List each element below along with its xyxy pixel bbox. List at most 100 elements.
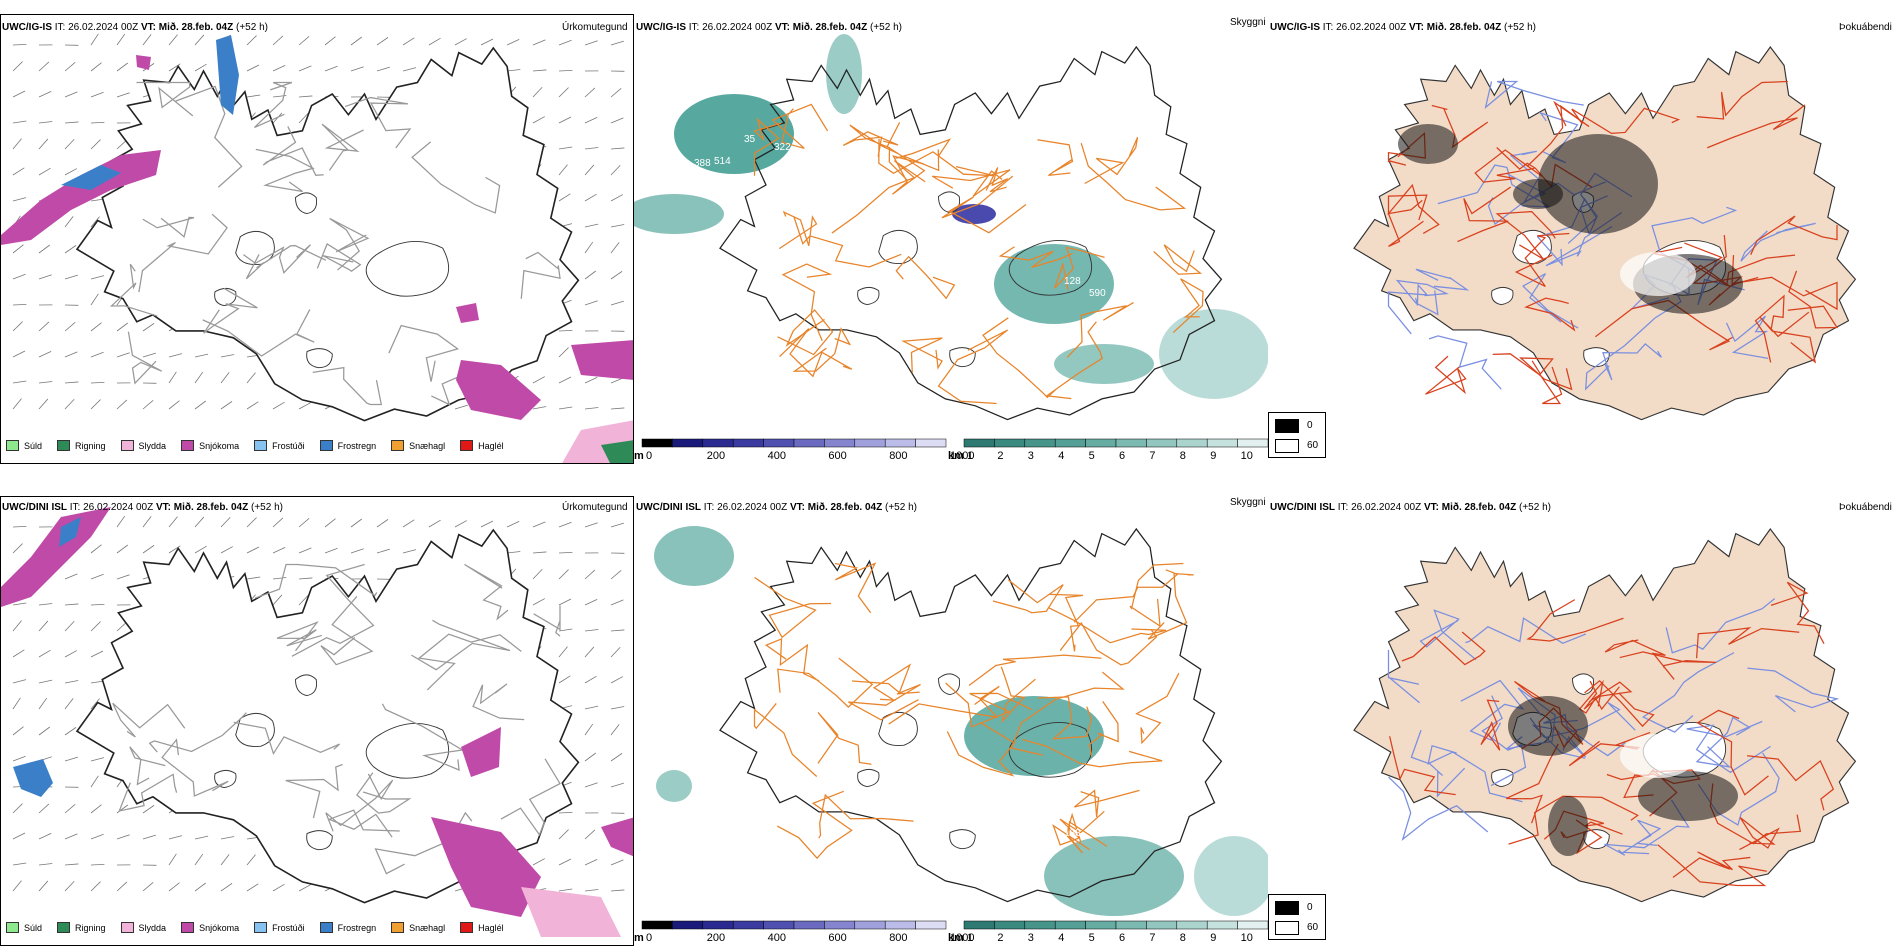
- wind-barb: [220, 354, 235, 358]
- road-line: [255, 563, 378, 599]
- m-tick-label: 800: [889, 450, 907, 461]
- panel-header: UWC/DINI ISL IT: 26.02.2024 00Z VT: Mið.…: [1270, 502, 1551, 513]
- road-line: [1080, 142, 1187, 211]
- wind-barb: [220, 401, 233, 410]
- m-tick-label: 200: [707, 450, 725, 461]
- wind-barb: [558, 164, 568, 176]
- road-line: [1460, 679, 1525, 741]
- m-scale-swatch: [854, 438, 886, 448]
- wind-barb: [90, 603, 105, 606]
- wind-barb: [38, 121, 53, 124]
- road-line: [1388, 776, 1489, 842]
- m-scale-swatch: [702, 438, 734, 448]
- wind-barb: [584, 147, 599, 150]
- wind-barb: [12, 90, 26, 98]
- km-tick-label: 9: [1210, 932, 1216, 943]
- legend-swatch: [57, 922, 71, 933]
- legend-swatch: [254, 922, 268, 933]
- visibility-value-label: 590: [1089, 288, 1106, 299]
- road-line: [1088, 701, 1119, 757]
- glacier-outline: [295, 674, 318, 697]
- glacier-area: [1620, 734, 1696, 778]
- wind-barb: [12, 380, 27, 384]
- fog-index-panel-ig-is: [1268, 14, 1900, 464]
- road-line: [533, 605, 561, 637]
- panel-header: UWC/IG-IS IT: 26.02.2024 00Z VT: Mið. 28…: [1270, 22, 1536, 33]
- road-line: [1740, 222, 1816, 262]
- road-line: [1401, 631, 1486, 666]
- km-scale-swatch: [1176, 920, 1208, 930]
- km-scale-swatch: [1024, 438, 1056, 448]
- wind-barb: [38, 351, 52, 358]
- wind-barb: [402, 549, 417, 554]
- wind-barb: [12, 862, 27, 866]
- glacier-outline: [365, 723, 450, 779]
- visibility-colorbar: m 0 200 400 600 800 1000 km 1 2 3 4 5 6 7 8 9 10: [634, 919, 1274, 944]
- wind-barb: [12, 697, 21, 710]
- wind-barb: [298, 65, 312, 72]
- road-line: [753, 117, 782, 176]
- visibility-value-label: 35: [744, 134, 756, 145]
- m-unit-label: m: [634, 932, 644, 943]
- road-line: [285, 763, 343, 819]
- road-line: [112, 702, 186, 738]
- precip-map-svg: [1, 33, 633, 463]
- road-line: [1770, 581, 1825, 644]
- legend-item: Súld: [6, 922, 42, 933]
- low-visibility-area: [674, 94, 794, 174]
- road-line: [817, 712, 872, 765]
- wind-barb: [324, 547, 338, 554]
- wind-barb: [116, 881, 128, 892]
- wind-barb: [38, 863, 53, 866]
- km-tick-label: 3: [1028, 450, 1034, 461]
- wind-barb: [116, 544, 129, 554]
- wind-barb: [584, 193, 597, 202]
- wind-barb: [64, 398, 75, 410]
- km-scale-swatch: [963, 920, 995, 930]
- wind-barb: [142, 805, 155, 814]
- road-line: [472, 683, 525, 721]
- wind-barb: [610, 569, 622, 580]
- wind-barb: [558, 116, 572, 124]
- coastline: [719, 527, 1223, 903]
- panel-header: UWC/IG-IS IT: 26.02.2024 00Z VT: Mið. 28…: [2, 22, 268, 33]
- road-line: [1415, 268, 1470, 291]
- legend-item: Slydda: [120, 922, 166, 933]
- precip-snow-area: [461, 727, 501, 777]
- legend-swatch: [120, 440, 134, 451]
- wind-barb: [64, 698, 74, 710]
- road-line: [129, 746, 166, 786]
- km-tick-label: 9: [1210, 450, 1216, 461]
- m-scale-swatch: [672, 438, 704, 448]
- iceland-map: [75, 528, 580, 904]
- low-visibility-area: [1194, 836, 1268, 916]
- wind-barb: [116, 604, 131, 606]
- wind-barb: [90, 650, 104, 658]
- wind-barb: [12, 543, 23, 554]
- road-line: [901, 337, 943, 373]
- legend-swatch: [6, 440, 19, 451]
- wind-barb: [584, 705, 599, 710]
- wind-barb: [194, 353, 209, 358]
- wind-barb: [532, 521, 546, 528]
- panel-header: UWC/DINI ISL IT: 26.02.2024 00Z VT: Mið.…: [636, 502, 917, 513]
- wind-barb: [480, 520, 494, 528]
- coastline: [719, 45, 1223, 421]
- road-line: [245, 244, 327, 280]
- wind-barb: [584, 522, 598, 528]
- wind-barb: [12, 620, 22, 632]
- wind-barb: [116, 322, 129, 332]
- wind-barb: [38, 138, 49, 150]
- road-line: [1147, 572, 1194, 640]
- wind-barb: [64, 121, 79, 124]
- low-visibility-area: [634, 194, 724, 234]
- wind-barb: [298, 112, 309, 124]
- m-tick-label: 600: [828, 450, 846, 461]
- road-line: [998, 246, 1074, 268]
- wind-barb: [584, 223, 599, 228]
- road-line: [344, 96, 412, 149]
- panel-title: Skyggni: [1230, 497, 1266, 508]
- low-visibility-area: [1044, 836, 1184, 916]
- wind-barb: [376, 96, 391, 98]
- precip-map-svg: [1, 507, 633, 937]
